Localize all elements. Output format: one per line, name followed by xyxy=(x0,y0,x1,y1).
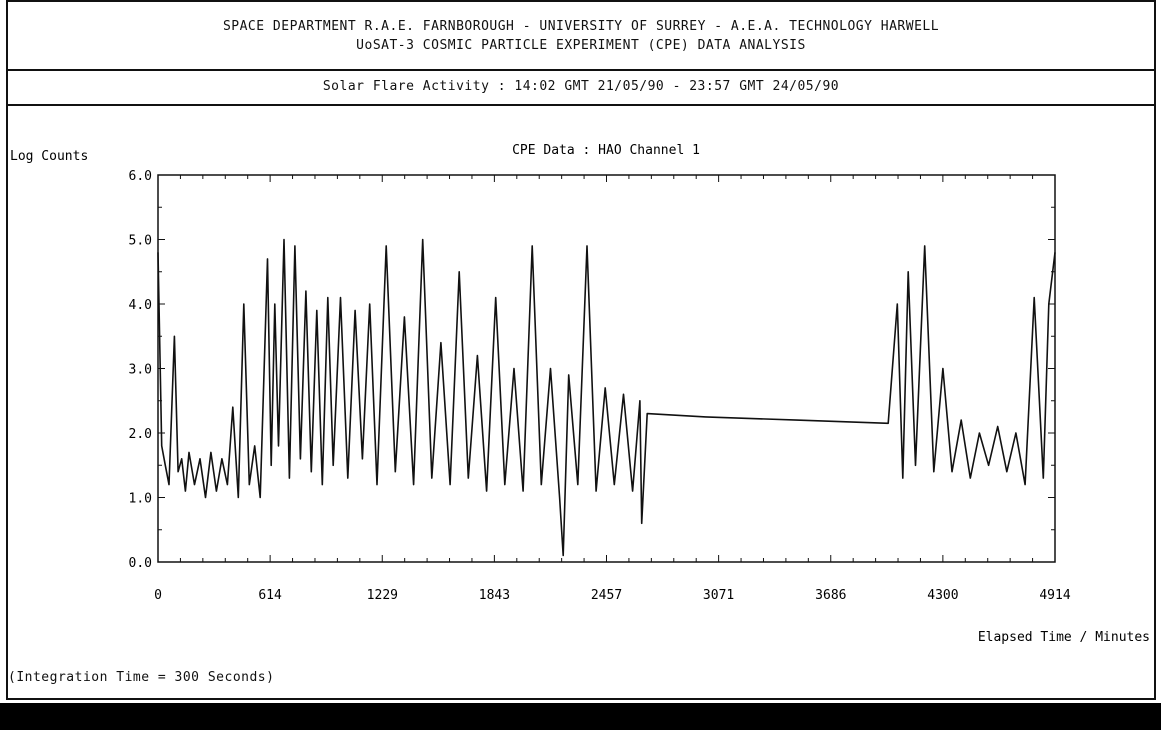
y-tick-label: 1.0 xyxy=(129,492,152,507)
x-tick-label: 4914 xyxy=(1039,588,1070,603)
y-tick-label: 0.0 xyxy=(129,556,152,571)
header-line-2: UoSAT-3 COSMIC PARTICLE EXPERIMENT (CPE)… xyxy=(356,38,806,53)
figure-frame xyxy=(6,0,1156,700)
series-line-hao-channel-1 xyxy=(157,238,1056,557)
subtitle-divider xyxy=(6,104,1156,106)
header-divider xyxy=(6,69,1156,71)
x-tick-label: 0 xyxy=(154,588,162,603)
chart-plot: CPE Data : HAO Channel 1 Log Counts Elap… xyxy=(10,143,1150,645)
y-tick-label: 5.0 xyxy=(129,234,152,249)
chart-subtitle: Solar Flare Activity : 14:02 GMT 21/05/9… xyxy=(322,79,840,94)
x-axis-label: Elapsed Time / Minutes xyxy=(978,630,1150,645)
chart-title: CPE Data : HAO Channel 1 xyxy=(512,143,700,158)
y-axis-label: Log Counts xyxy=(10,149,88,164)
x-tick-label: 3686 xyxy=(815,588,846,603)
tick-labels: 0 614 1229 1843 2457 3071 3686 4300 4914 0.0 1.0 2.… xyxy=(129,169,1071,603)
y-tick-label: 2.0 xyxy=(129,427,152,442)
y-tick-label: 6.0 xyxy=(129,169,152,184)
x-tick-label: 2457 xyxy=(591,588,622,603)
integration-time-note: (Integration Time = 300 Seconds) xyxy=(8,670,275,685)
y-tick-label: 3.0 xyxy=(129,363,152,378)
y-tick-label: 4.0 xyxy=(129,298,152,313)
x-tick-label: 1229 xyxy=(367,588,398,603)
axis-ticks xyxy=(157,174,1056,563)
x-tick-label: 4300 xyxy=(927,588,958,603)
x-tick-label: 1843 xyxy=(479,588,510,603)
footer-bar xyxy=(0,703,1161,730)
header-line-1: SPACE DEPARTMENT R.A.E. FARNBOROUGH - UN… xyxy=(222,19,940,34)
x-tick-label: 614 xyxy=(258,588,282,603)
x-tick-label: 3071 xyxy=(703,588,734,603)
